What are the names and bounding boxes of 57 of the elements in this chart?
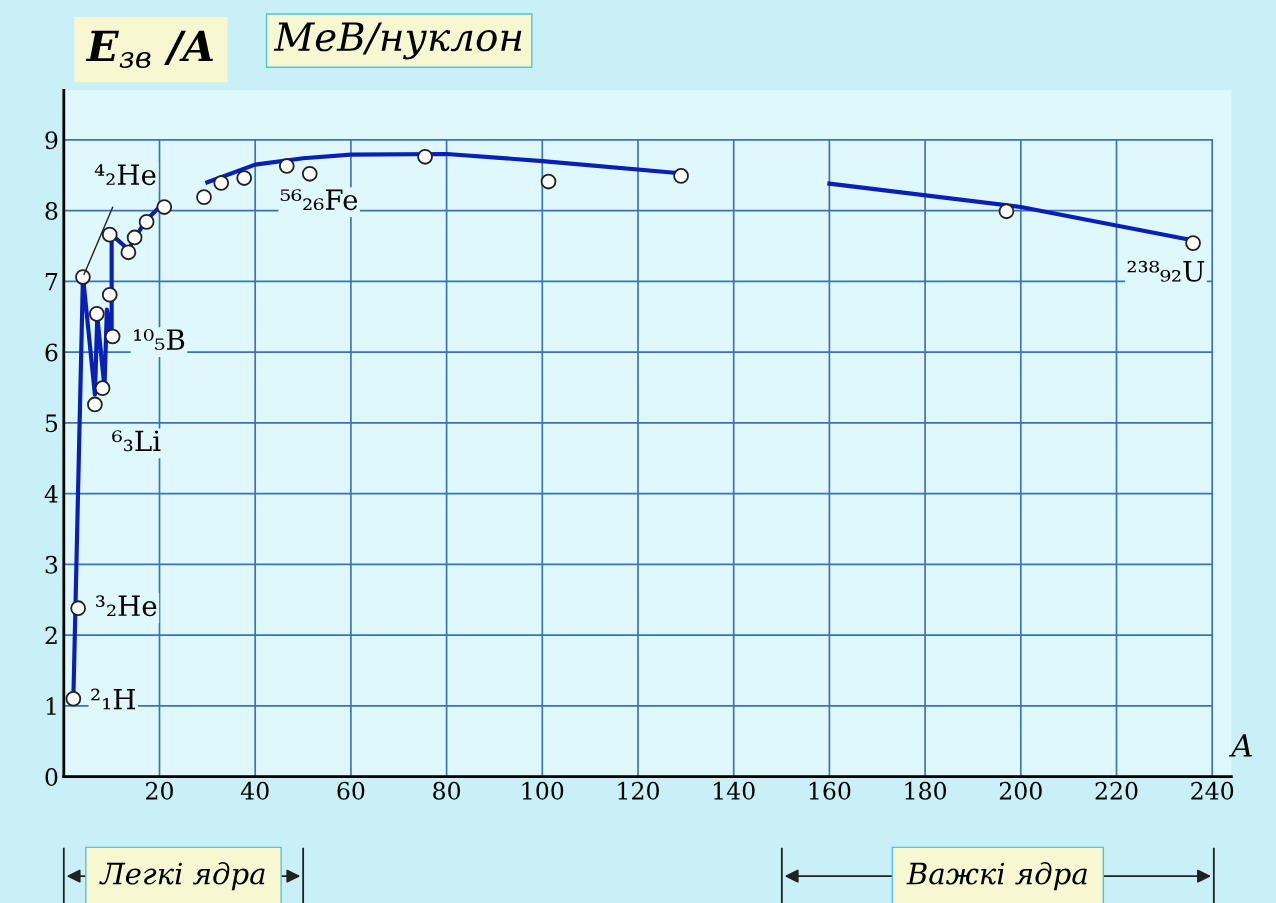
- y-tick-label: 3: [45, 555, 58, 574]
- point: [101, 286, 118, 303]
- y-tick-label: 4: [44, 485, 58, 503]
- x-tick-label: 140: [714, 781, 755, 800]
- annotation: ⁴₂He: [94, 164, 156, 186]
- point: [998, 203, 1015, 220]
- annotation: ⁵⁶₂₆Fe: [280, 189, 358, 211]
- annotation: ²₁H: [91, 688, 135, 710]
- point: [65, 690, 82, 707]
- y-tick-label: 6: [45, 343, 58, 362]
- point: [94, 380, 111, 397]
- annotation: ⁶₃Li: [112, 430, 161, 452]
- x-tick-label: 100: [522, 781, 564, 800]
- annotation: ³₂He: [96, 595, 157, 617]
- y-tick-label: 5: [45, 414, 58, 433]
- point: [75, 269, 91, 285]
- point: [278, 158, 295, 174]
- x-tick-label: 20: [146, 781, 173, 800]
- y-tick-label: 1: [46, 697, 56, 715]
- point: [126, 229, 143, 246]
- chart-title: МеВ/нуклон: [273, 22, 522, 60]
- text: Легкі ядра: [99, 861, 265, 891]
- point: [213, 175, 230, 191]
- point: [236, 170, 253, 186]
- x-tick-label: 120: [618, 781, 659, 800]
- y-tick-label: 0: [45, 768, 58, 786]
- x-tick-label: 80: [433, 781, 461, 800]
- annotation: ¹⁰₅B: [134, 329, 185, 351]
- point: [101, 226, 118, 243]
- x-tick-label: 180: [905, 781, 947, 800]
- x-tick-label: 200: [999, 781, 1042, 800]
- point: [673, 168, 689, 184]
- text: Важкі ядра: [906, 861, 1087, 891]
- point: [196, 189, 212, 205]
- x-tick-label: 160: [809, 781, 851, 800]
- y-tick-label: 2: [45, 626, 57, 645]
- y-tick-label: 9: [45, 131, 58, 150]
- point: [1185, 235, 1201, 251]
- point: [70, 600, 87, 617]
- x-tick-label: 220: [1095, 781, 1138, 800]
- x-axis-title: A: [1229, 734, 1252, 757]
- point: [301, 165, 318, 182]
- point: [120, 244, 137, 261]
- point: [87, 396, 103, 413]
- x-tick-label: 40: [240, 781, 269, 800]
- point: [540, 173, 557, 190]
- x-tick-label: 240: [1191, 781, 1234, 800]
- y-tick-label: 7: [45, 273, 58, 291]
- x-tick-label: 60: [337, 781, 365, 800]
- y-axis-title: E$_{зв}$ /A: [85, 30, 213, 69]
- y-tick-label: 8: [45, 202, 58, 220]
- point: [104, 328, 121, 345]
- annotation: ²³⁸₉₂U: [1127, 260, 1205, 282]
- point: [88, 306, 105, 322]
- point: [138, 214, 155, 230]
- point: [417, 148, 433, 165]
- point: [156, 199, 173, 215]
